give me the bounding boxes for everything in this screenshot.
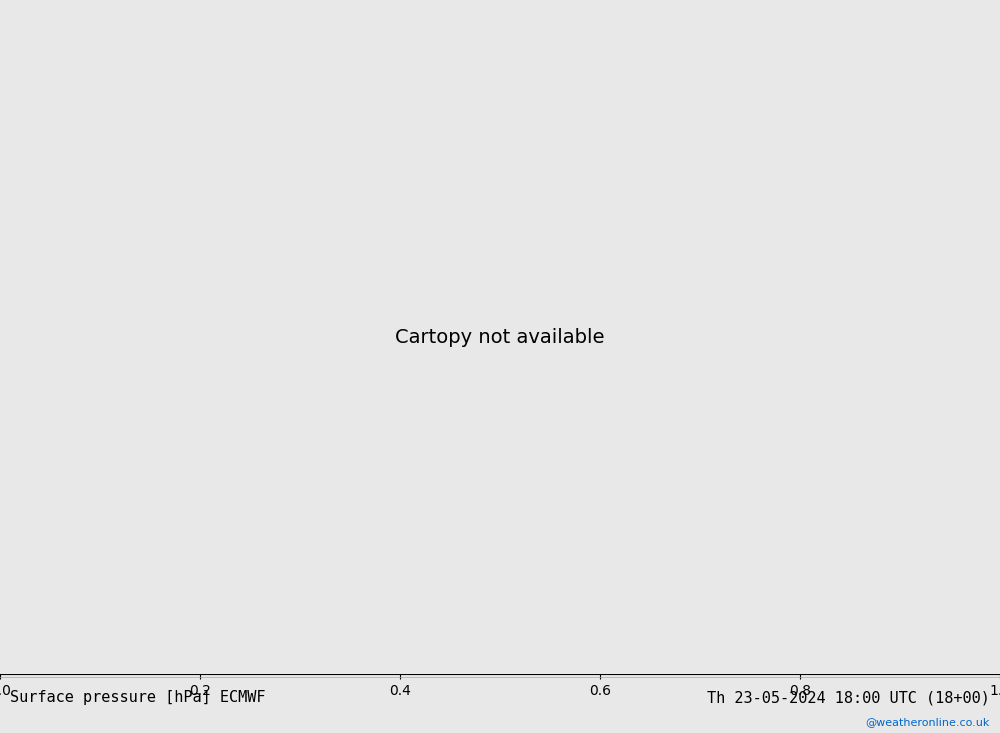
Text: Surface pressure [hPa] ECMWF: Surface pressure [hPa] ECMWF: [10, 690, 266, 705]
Text: @weatheronline.co.uk: @weatheronline.co.uk: [866, 717, 990, 727]
Text: Cartopy not available: Cartopy not available: [395, 328, 605, 347]
Text: Th 23-05-2024 18:00 UTC (18+00): Th 23-05-2024 18:00 UTC (18+00): [707, 690, 990, 705]
